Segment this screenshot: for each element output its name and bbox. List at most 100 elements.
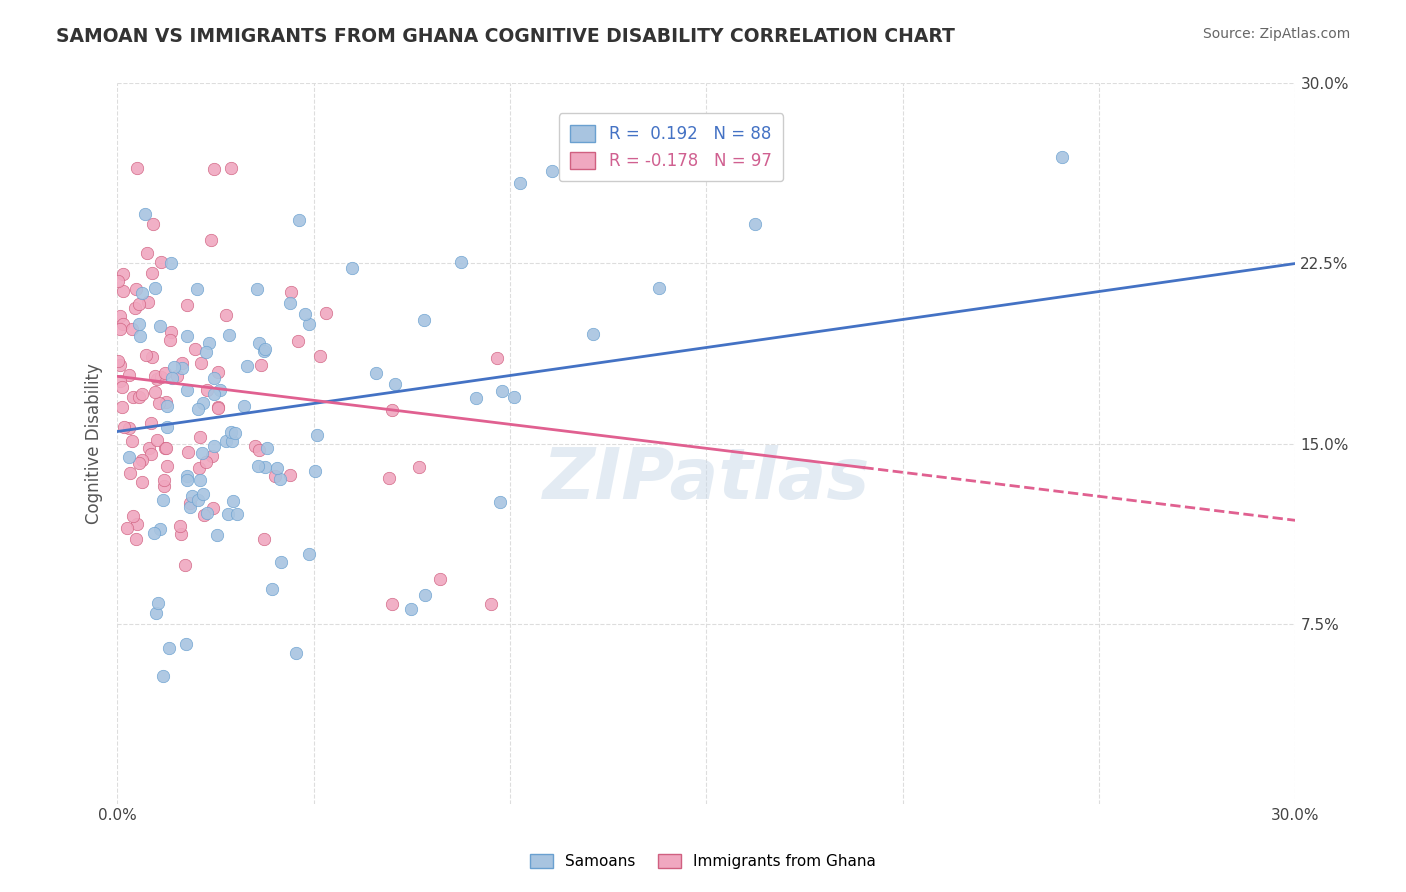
- Point: [176, 383, 198, 397]
- Point: [143, 368, 166, 383]
- Point: [120, 466, 142, 480]
- Point: [136, 246, 159, 260]
- Point: [254, 460, 277, 475]
- Point: [270, 555, 292, 569]
- Point: [152, 669, 174, 683]
- Point: [201, 449, 224, 463]
- Point: [191, 487, 214, 501]
- Point: [159, 256, 181, 270]
- Point: [200, 233, 222, 247]
- Point: [381, 597, 404, 611]
- Point: [170, 361, 193, 376]
- Point: [198, 336, 221, 351]
- Point: [253, 533, 276, 547]
- Point: [121, 321, 143, 335]
- Point: [205, 528, 228, 542]
- Point: [269, 472, 291, 486]
- Point: [233, 400, 256, 414]
- Point: [153, 473, 176, 487]
- Legend: Samoans, Immigrants from Ghana: Samoans, Immigrants from Ghana: [523, 848, 883, 875]
- Text: Source: ZipAtlas.com: Source: ZipAtlas.com: [1202, 27, 1350, 41]
- Point: [222, 494, 245, 508]
- Point: [162, 371, 184, 385]
- Point: [179, 500, 201, 514]
- Point: [186, 282, 208, 296]
- Point: [287, 334, 309, 348]
- Point: [146, 596, 169, 610]
- Point: [107, 354, 129, 368]
- Point: [143, 281, 166, 295]
- Point: [491, 384, 513, 398]
- Point: [143, 384, 166, 399]
- Point: [128, 317, 150, 331]
- Point: [108, 322, 131, 336]
- Point: [188, 474, 211, 488]
- Point: [117, 521, 139, 535]
- Point: [146, 372, 169, 386]
- Point: [190, 356, 212, 370]
- Point: [155, 442, 177, 456]
- Point: [246, 282, 269, 296]
- Point: [112, 267, 135, 281]
- Point: [243, 439, 266, 453]
- Point: [215, 434, 238, 448]
- Point: [246, 458, 269, 473]
- Point: [187, 492, 209, 507]
- Point: [111, 284, 134, 298]
- Point: [135, 348, 157, 362]
- Point: [176, 473, 198, 487]
- Point: [193, 508, 215, 522]
- Point: [488, 495, 510, 509]
- Point: [138, 441, 160, 455]
- Point: [202, 161, 225, 176]
- Point: [125, 161, 148, 175]
- Point: [121, 434, 143, 449]
- Point: [236, 359, 259, 373]
- Point: [181, 489, 204, 503]
- Point: [188, 430, 211, 444]
- Point: [1050, 150, 1073, 164]
- Point: [288, 213, 311, 227]
- Point: [108, 358, 131, 372]
- Point: [112, 420, 135, 434]
- Point: [381, 402, 404, 417]
- Point: [131, 475, 153, 489]
- Point: [118, 450, 141, 464]
- Point: [125, 516, 148, 531]
- Point: [152, 492, 174, 507]
- Point: [125, 533, 148, 547]
- Point: [297, 547, 319, 561]
- Point: [413, 312, 436, 326]
- Point: [156, 459, 179, 474]
- Point: [145, 607, 167, 621]
- Point: [415, 588, 437, 602]
- Point: [111, 380, 134, 394]
- Point: [125, 283, 148, 297]
- Point: [294, 307, 316, 321]
- Point: [208, 384, 231, 398]
- Point: [278, 296, 301, 310]
- Point: [284, 646, 307, 660]
- Point: [202, 386, 225, 401]
- Point: [176, 445, 198, 459]
- Point: [219, 161, 242, 175]
- Point: [118, 368, 141, 382]
- Point: [485, 351, 508, 365]
- Point: [187, 461, 209, 475]
- Point: [215, 308, 238, 322]
- Point: [280, 285, 302, 299]
- Point: [465, 391, 488, 405]
- Point: [153, 366, 176, 380]
- Point: [207, 365, 229, 379]
- Point: [195, 506, 218, 520]
- Point: [256, 441, 278, 455]
- Point: [174, 558, 197, 572]
- Point: [193, 396, 215, 410]
- Point: [159, 333, 181, 347]
- Point: [262, 582, 284, 597]
- Point: [169, 518, 191, 533]
- Point: [207, 401, 229, 415]
- Point: [139, 447, 162, 461]
- Point: [217, 507, 239, 521]
- Point: [184, 342, 207, 356]
